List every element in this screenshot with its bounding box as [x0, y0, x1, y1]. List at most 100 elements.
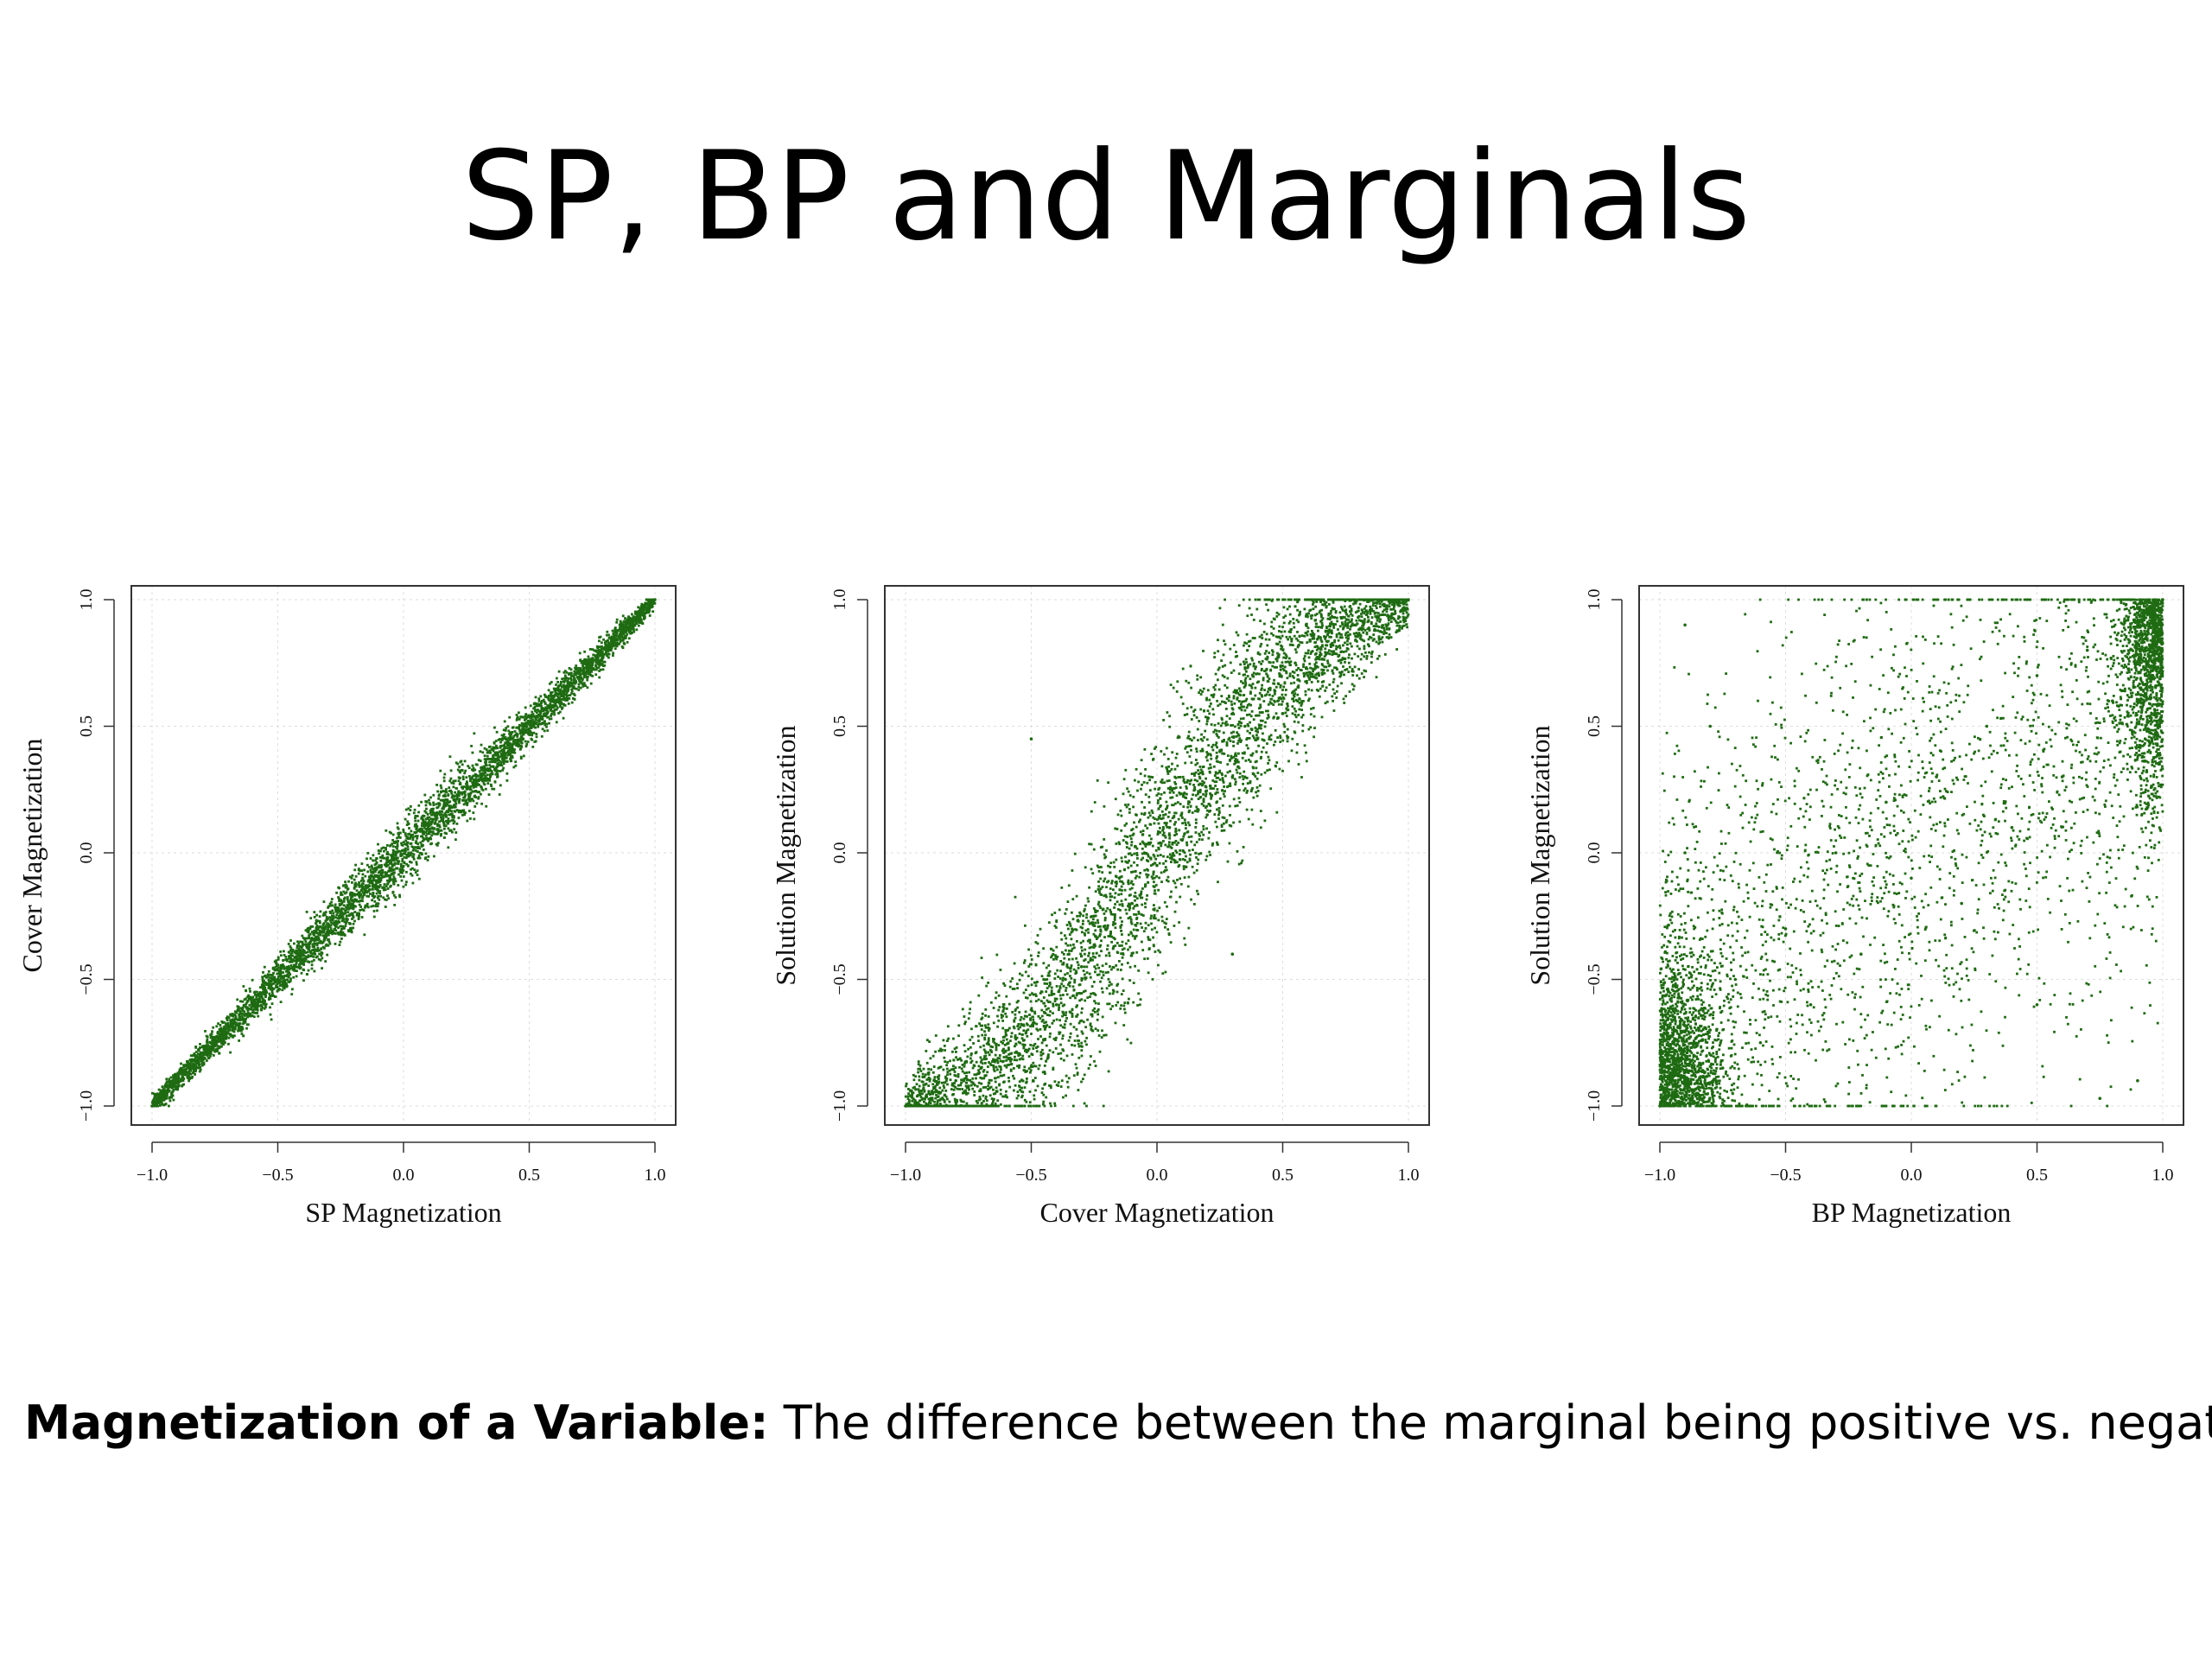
data-point [422, 822, 425, 825]
data-point [548, 699, 551, 702]
data-point [459, 791, 461, 794]
data-point [558, 710, 562, 714]
data-point [1133, 905, 1136, 908]
data-point [389, 858, 393, 862]
data-point [371, 899, 373, 902]
data-point [332, 917, 335, 919]
data-point [1255, 672, 1258, 676]
data-point [550, 709, 554, 713]
data-point [557, 693, 561, 696]
data-point [310, 949, 314, 952]
data-point [499, 753, 503, 755]
data-point [313, 916, 316, 918]
data-point [1045, 990, 1048, 993]
data-point [279, 973, 283, 976]
data-point [433, 822, 436, 825]
data-point [431, 810, 434, 813]
data-point [247, 997, 251, 1001]
data-point [1132, 795, 1135, 798]
data-point [315, 913, 318, 917]
data-point [479, 775, 482, 779]
data-point [318, 919, 321, 923]
data-point [422, 818, 424, 822]
data-point [209, 1046, 212, 1050]
data-point [321, 924, 325, 927]
data-point [495, 744, 498, 747]
data-point [563, 674, 567, 677]
data-point [588, 673, 592, 676]
data-point [524, 717, 527, 721]
data-point [601, 645, 603, 648]
data-point [334, 943, 337, 945]
data-point [386, 858, 389, 861]
data-point [417, 877, 421, 880]
data-point [191, 1058, 194, 1061]
data-point [267, 985, 270, 988]
data-point [395, 840, 398, 843]
data-point [453, 810, 456, 813]
data-point [458, 801, 461, 804]
data-point [424, 831, 427, 834]
data-point [967, 1017, 970, 1020]
data-point [324, 913, 327, 917]
data-point [344, 892, 346, 895]
data-point [341, 931, 345, 934]
data-point [598, 676, 601, 679]
data-point [431, 817, 435, 821]
data-point [489, 775, 492, 779]
data-point [520, 735, 524, 739]
data-point [502, 734, 505, 738]
data-point [1312, 670, 1314, 673]
data-point [1317, 629, 1319, 632]
data-point [390, 831, 392, 835]
data-point [449, 769, 453, 772]
data-point [1245, 697, 1249, 701]
data-point [176, 1074, 180, 1077]
data-point [461, 785, 463, 789]
data-point [606, 645, 609, 649]
data-point [1217, 668, 1220, 671]
data-point [199, 1055, 201, 1058]
data-point [957, 1073, 960, 1076]
data-point [381, 887, 384, 889]
data-point [263, 989, 266, 993]
data-point [240, 1014, 244, 1018]
data-point [1001, 1027, 1005, 1030]
data-point [327, 931, 329, 935]
data-point [602, 638, 605, 641]
data-point [375, 874, 378, 877]
data-point [186, 1063, 189, 1066]
data-point [577, 671, 582, 675]
data-point [469, 785, 473, 788]
data-point [369, 878, 372, 881]
data-point [255, 990, 258, 994]
data-point [175, 1082, 178, 1085]
data-point [437, 812, 440, 815]
data-point [464, 802, 467, 804]
data-point [554, 690, 557, 693]
data-point [645, 598, 648, 601]
data-point [346, 918, 348, 922]
data-point [497, 761, 500, 765]
data-point [358, 885, 361, 888]
data-point [1096, 1008, 1100, 1011]
data-point [448, 805, 451, 809]
data-point [385, 847, 387, 849]
data-point [181, 1069, 185, 1072]
data-point [630, 626, 633, 630]
data-point [237, 1029, 239, 1033]
data-point [343, 904, 346, 907]
data-point [582, 662, 586, 665]
data-point [503, 743, 506, 747]
data-point [427, 828, 429, 830]
data-point [645, 611, 649, 614]
data-point [202, 1061, 206, 1065]
data-point [340, 891, 342, 894]
data-point [353, 887, 356, 890]
data-point [520, 724, 524, 728]
data-point [293, 969, 296, 972]
data-point [284, 967, 287, 970]
data-point [464, 794, 467, 797]
data-point [217, 1022, 219, 1025]
data-point [334, 907, 337, 911]
